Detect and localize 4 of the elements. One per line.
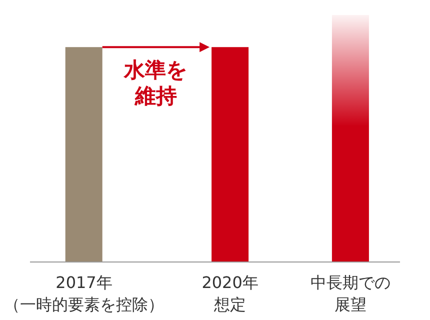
x-tick-label: 中長期での展望 xyxy=(310,273,390,314)
x-tick-label: 2020年想定 xyxy=(202,273,258,314)
annotation: 水準を維持 xyxy=(122,58,188,108)
x-tick-label: 2017年（一時的要素を控除） xyxy=(4,273,164,314)
